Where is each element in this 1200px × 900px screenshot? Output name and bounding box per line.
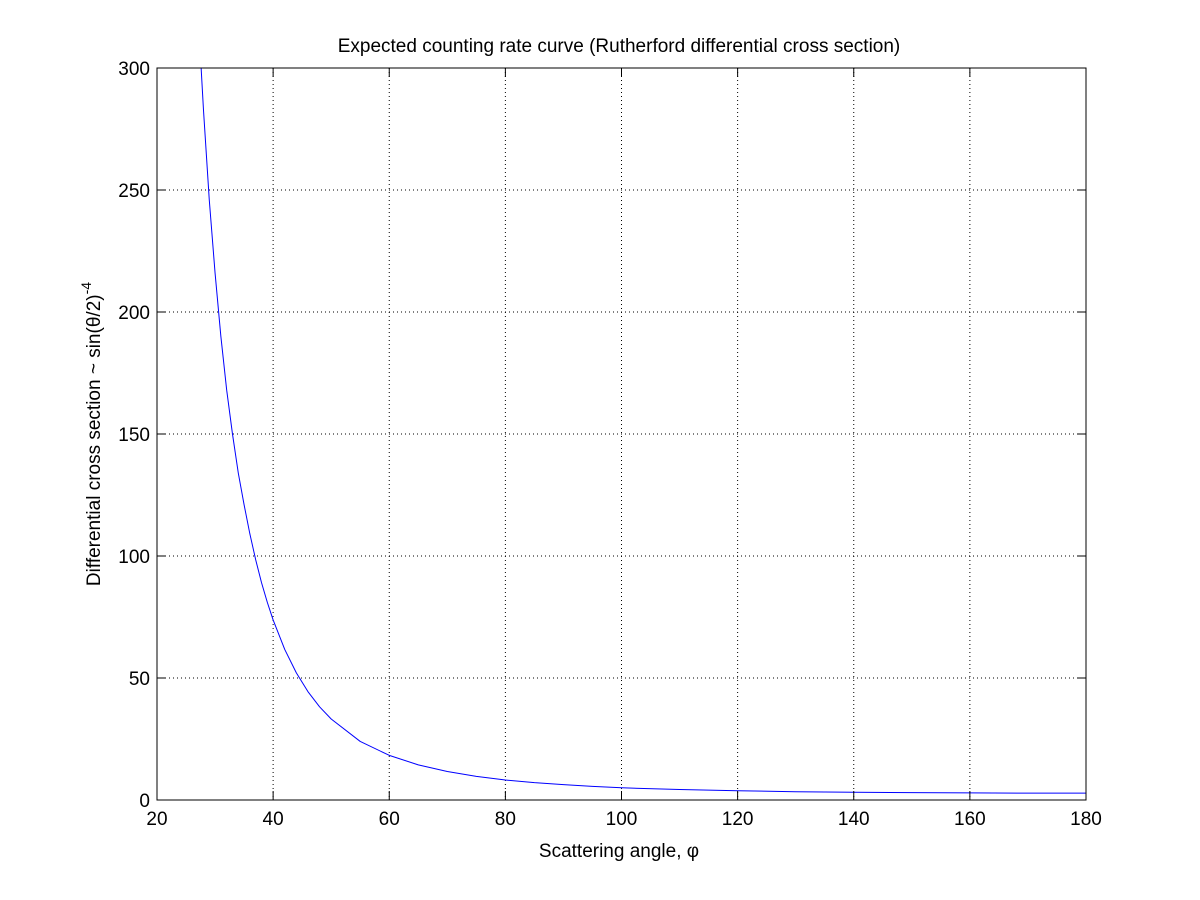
y-tick-labels: 0 50 100 150 200 250 300	[118, 59, 150, 812]
y-axis-label-symbol: θ	[84, 317, 105, 328]
chart-title: Expected counting rate curve (Rutherford…	[338, 36, 901, 57]
x-tick-label: 80	[495, 809, 516, 830]
y-axis-label-text: Differential cross section ~ sin(	[84, 326, 105, 586]
y-axis-label-suffix: /2)	[84, 294, 105, 316]
x-tick-label: 120	[722, 809, 754, 830]
x-tick-label: 180	[1070, 809, 1102, 830]
y-axis-label-exponent: -4	[78, 282, 94, 295]
grid-layer	[157, 68, 1086, 800]
y-tick-label: 0	[139, 791, 150, 812]
tick-layer	[156, 67, 1087, 801]
x-axis-label-text: Scattering angle,	[539, 841, 687, 862]
y-tick-label: 100	[118, 547, 150, 568]
x-axis-label-symbol: φ	[687, 841, 699, 862]
x-tick-label: 60	[379, 809, 400, 830]
series-layer	[200, 67, 1086, 794]
series-line	[200, 67, 1086, 794]
x-tick-label: 100	[606, 809, 638, 830]
x-tick-label: 160	[954, 809, 986, 830]
x-axis-label: Scattering angle, φ	[539, 841, 699, 862]
y-tick-label: 150	[118, 425, 150, 446]
x-tick-label: 40	[263, 809, 284, 830]
y-axis-label: Differential cross section ~ sin(θ/2)-4	[78, 282, 105, 586]
y-tick-label: 300	[118, 59, 150, 80]
x-tick-label: 140	[838, 809, 870, 830]
y-tick-label: 200	[118, 303, 150, 324]
x-tick-label: 20	[146, 809, 167, 830]
y-tick-label: 250	[118, 181, 150, 202]
x-tick-labels: 20 40 60 80 100 120 140 160 180	[146, 809, 1101, 830]
y-tick-label: 50	[129, 669, 150, 690]
